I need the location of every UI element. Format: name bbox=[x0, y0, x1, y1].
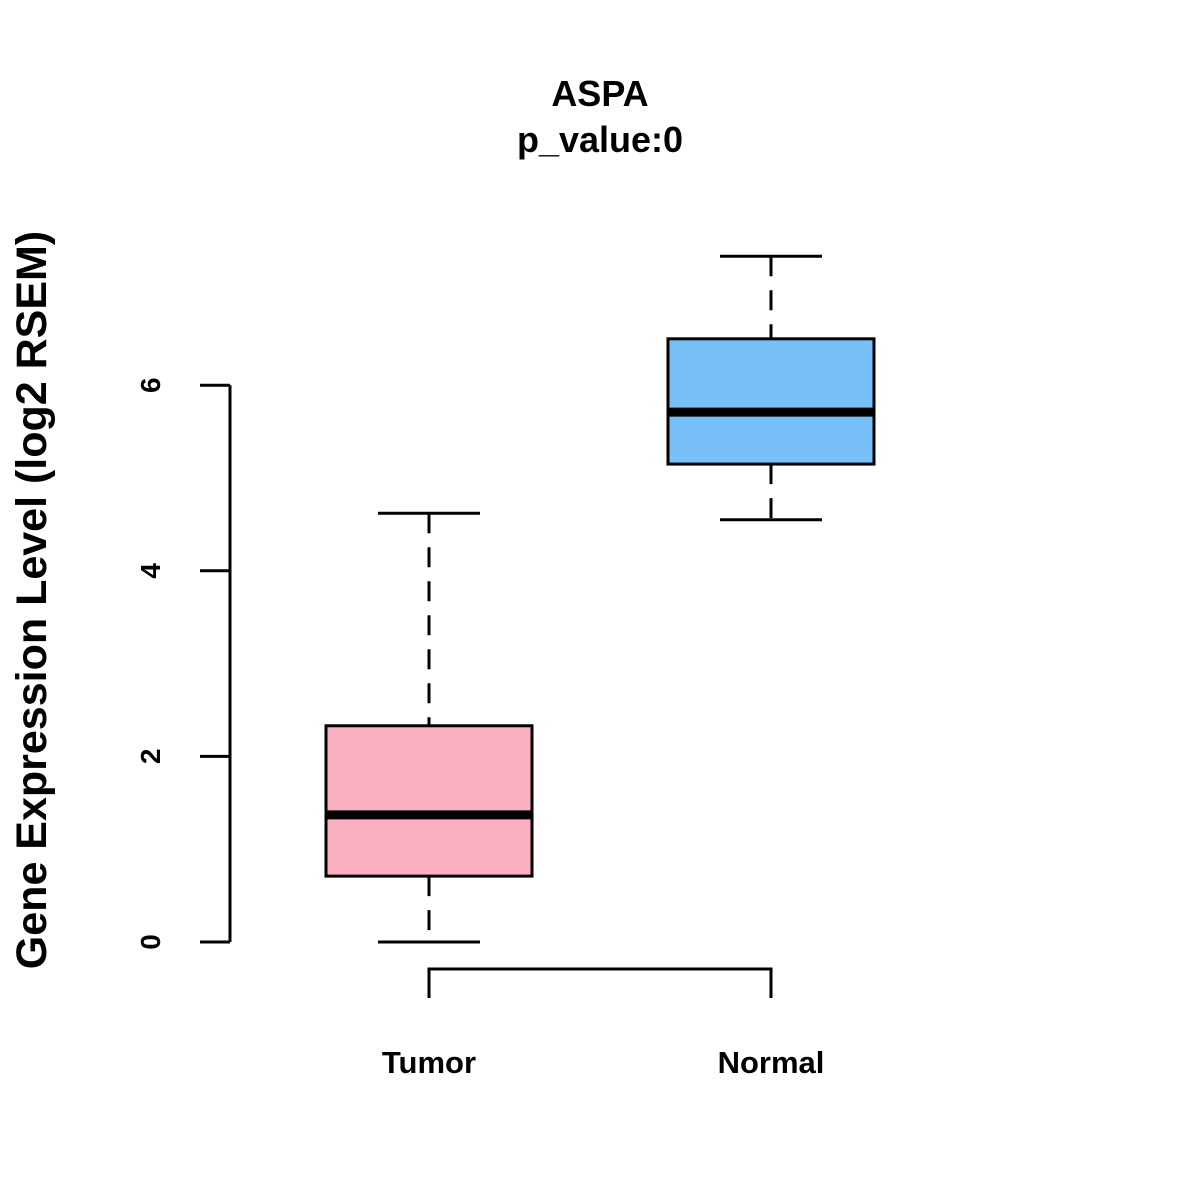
x-tick-label-tumor: Tumor bbox=[382, 1045, 476, 1080]
y-tick-label: 2 bbox=[135, 749, 166, 765]
normal-box bbox=[666, 337, 876, 466]
x-tick-label-normal: Normal bbox=[718, 1045, 825, 1080]
x-tick-labels: Tumor Normal bbox=[382, 1045, 824, 1080]
y-axis: 0 2 4 6 bbox=[135, 377, 232, 950]
comparison-bracket bbox=[427, 967, 773, 998]
chart-title: ASPA bbox=[551, 73, 648, 114]
comparison-bracket-line bbox=[427, 967, 773, 998]
chart-subtitle: p_value:0 bbox=[517, 119, 683, 160]
y-tick-label: 4 bbox=[135, 563, 166, 579]
tumor-box bbox=[324, 724, 534, 878]
y-axis-label: Gene Expression Level (log2 RSEM) bbox=[8, 231, 56, 969]
box-group bbox=[324, 254, 876, 944]
y-tick-label: 6 bbox=[135, 377, 166, 393]
y-tick-label: 0 bbox=[135, 934, 166, 950]
